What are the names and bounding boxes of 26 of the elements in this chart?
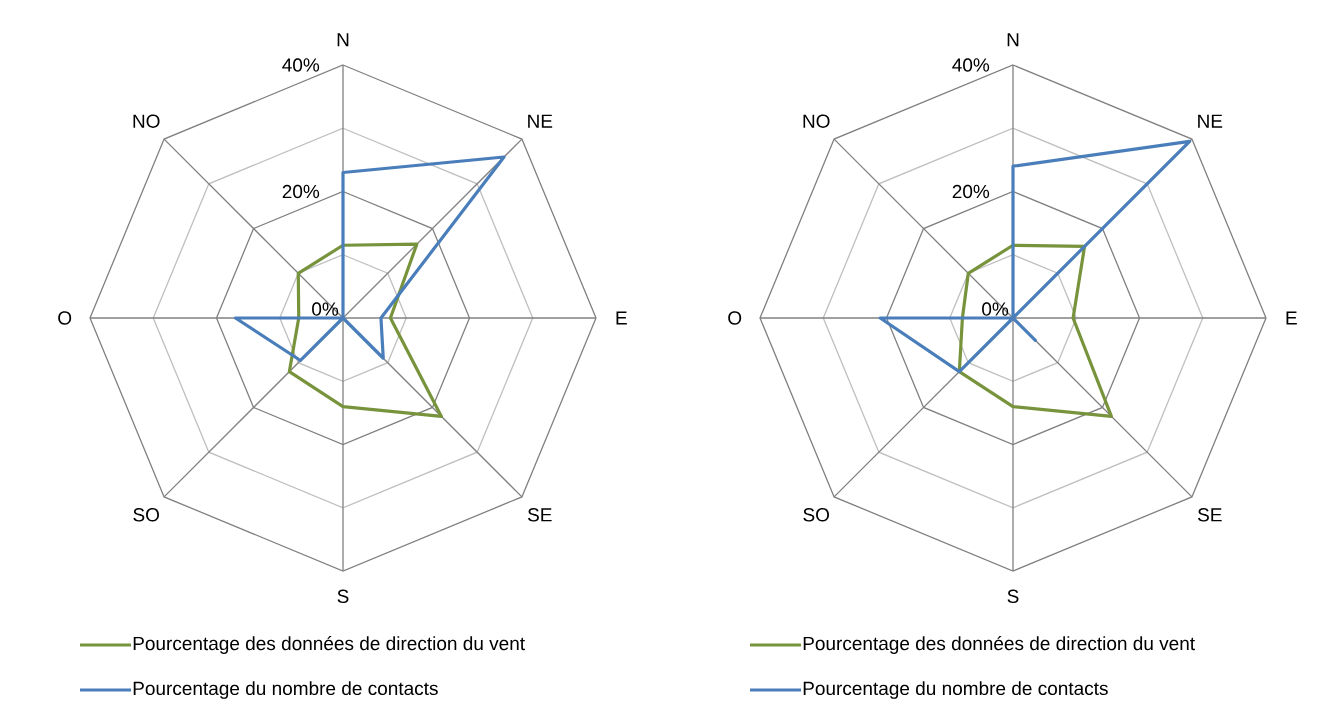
spoke-label: N [337, 33, 349, 47]
spoke-label: SO [133, 508, 160, 522]
spoke-label: NE [1198, 114, 1223, 128]
y-tick-label: 20% [952, 184, 990, 199]
legend-label: Pourcentage du nombre de contacts [133, 681, 438, 699]
y-tick-label: 0% [312, 302, 339, 316]
spoke-label: E [1286, 311, 1297, 325]
spoke-label: NO [803, 114, 830, 128]
spoke-label: S [337, 589, 349, 604]
spoke-label: NE [528, 114, 553, 128]
y-tick-label: 20% [282, 184, 320, 199]
legend-label: Pourcentage des données de direction du vent [133, 636, 525, 654]
spoke-label: N [1007, 33, 1019, 47]
spoke-label: O [728, 311, 742, 325]
spoke-label: E [616, 311, 627, 325]
spoke-label: S [1007, 589, 1019, 604]
legend-label: Pourcentage des données de direction du vent [803, 636, 1195, 654]
y-tick-label: 40% [952, 58, 990, 72]
legend-label: Pourcentage du nombre de contacts [803, 681, 1108, 699]
y-tick-label: 40% [282, 58, 320, 72]
spoke-label: NO [133, 114, 160, 128]
spoke-label: SO [803, 508, 830, 522]
y-tick-label: 0% [982, 302, 1009, 316]
spoke-label: SE [527, 508, 552, 522]
spoke-label: O [58, 311, 72, 325]
spoke-label: SE [1197, 508, 1222, 522]
